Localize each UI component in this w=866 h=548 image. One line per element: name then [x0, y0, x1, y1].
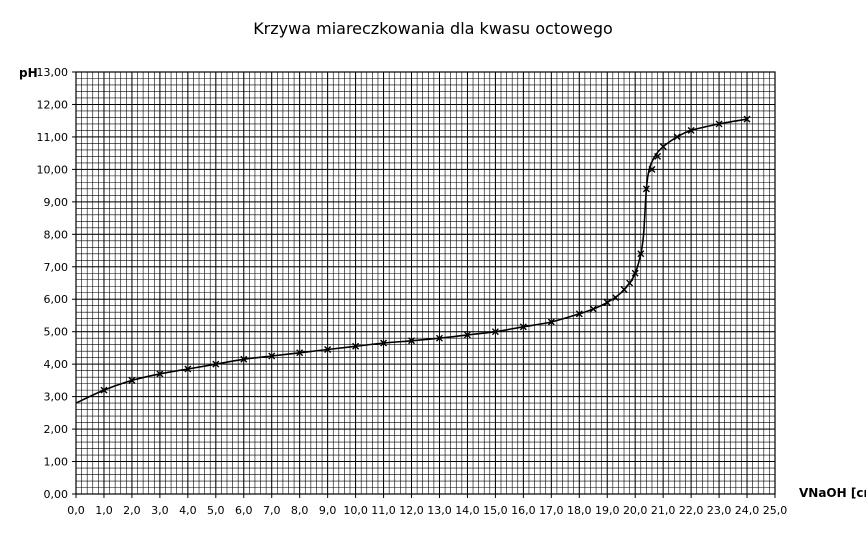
x-tick-label: 16,0 [511, 504, 536, 517]
x-tick-label: 6,0 [235, 504, 253, 517]
y-tick-label: 11,00 [37, 131, 69, 144]
x-tick-label: 2,0 [123, 504, 141, 517]
y-tick-label: 6,00 [44, 293, 69, 306]
x-tick-label: 19,0 [595, 504, 620, 517]
series-curve [75, 118, 748, 404]
x-tick-label: 15,0 [483, 504, 508, 517]
data-point [100, 386, 108, 394]
y-tick-label: 13,00 [37, 66, 69, 79]
data-point [324, 346, 332, 354]
data-point [659, 143, 667, 151]
data-point [575, 310, 583, 318]
data-point [673, 133, 681, 141]
data-point [296, 349, 304, 357]
x-tick-labels: 0,0 1,0 2,0 3,0 4,0 5,0 6,0 7,0 8,0 9,0 10,0 11,0 12… [67, 504, 787, 517]
series-markers [100, 115, 751, 394]
y-tick-label: 0,00 [44, 488, 69, 501]
y-tick-label: 5,00 [44, 326, 69, 339]
data-point [654, 152, 662, 160]
y-tick-label: 7,00 [44, 261, 69, 274]
x-tick-label: 4,0 [179, 504, 197, 517]
y-tick-label: 4,00 [44, 358, 69, 371]
x-tick-label: 11,0 [371, 504, 396, 517]
data-point [626, 279, 634, 287]
data-point [156, 370, 164, 378]
data-point [612, 294, 620, 302]
data-point [631, 269, 639, 277]
data-point [589, 305, 597, 313]
axes [72, 71, 776, 498]
data-point [743, 115, 751, 123]
data-point [620, 285, 628, 293]
y-tick-label: 1,00 [44, 456, 69, 469]
y-tick-label: 8,00 [44, 228, 69, 241]
chart-title: Krzywa miareczkowania dla kwasu octowego [253, 19, 613, 38]
data-point [380, 339, 388, 347]
data-point [240, 355, 248, 363]
x-tick-label: 17,0 [539, 504, 564, 517]
y-tick-label: 10,00 [37, 163, 69, 176]
data-point [128, 376, 136, 384]
data-point [687, 126, 695, 134]
x-tick-label: 9,0 [319, 504, 337, 517]
y-tick-label: 3,00 [44, 391, 69, 404]
x-tick-label: 0,0 [67, 504, 85, 517]
data-point [212, 360, 220, 368]
y-tick-label: 9,00 [44, 196, 69, 209]
x-tick-label: 20,0 [623, 504, 648, 517]
data-point [547, 318, 555, 326]
plot-frame [75, 71, 776, 495]
y-tick-labels: 0,00 1,00 2,00 3,00 4,00 5,00 6,00 7,00 8,00 9,00… [37, 66, 69, 501]
x-tick-label: 3,0 [151, 504, 169, 517]
data-point [642, 185, 650, 193]
data-point [648, 165, 656, 173]
x-tick-label: 10,0 [343, 504, 368, 517]
y-tick-label: 12,00 [37, 98, 69, 111]
data-point [637, 250, 645, 258]
data-point [408, 337, 416, 345]
y-tick-label: 2,00 [44, 423, 69, 436]
x-tick-label: 24,0 [735, 504, 760, 517]
data-point [715, 120, 723, 128]
minor-gridlines [75, 71, 776, 495]
x-tick-label: 18,0 [567, 504, 592, 517]
x-tick-label: 1,0 [95, 504, 113, 517]
x-tick-label: 23,0 [707, 504, 732, 517]
x-tick-label: 7,0 [263, 504, 281, 517]
data-point [463, 331, 471, 339]
x-tick-label: 8,0 [291, 504, 309, 517]
data-point [184, 365, 192, 373]
x-tick-label: 25,0 [763, 504, 788, 517]
data-point [352, 342, 360, 350]
data-point [435, 334, 443, 342]
x-tick-label: 14,0 [455, 504, 480, 517]
y-axis-label: pH [19, 66, 38, 80]
x-tick-label: 12,0 [399, 504, 424, 517]
data-point [491, 328, 499, 336]
data-point [519, 323, 527, 331]
x-tick-label: 13,0 [427, 504, 452, 517]
major-gridlines [75, 71, 776, 495]
x-tick-label: 22,0 [679, 504, 704, 517]
x-tick-label: 21,0 [651, 504, 676, 517]
x-tick-label: 5,0 [207, 504, 225, 517]
data-point [603, 298, 611, 306]
x-axis-label: VNaOH [cm [799, 486, 866, 500]
data-point [268, 352, 276, 360]
